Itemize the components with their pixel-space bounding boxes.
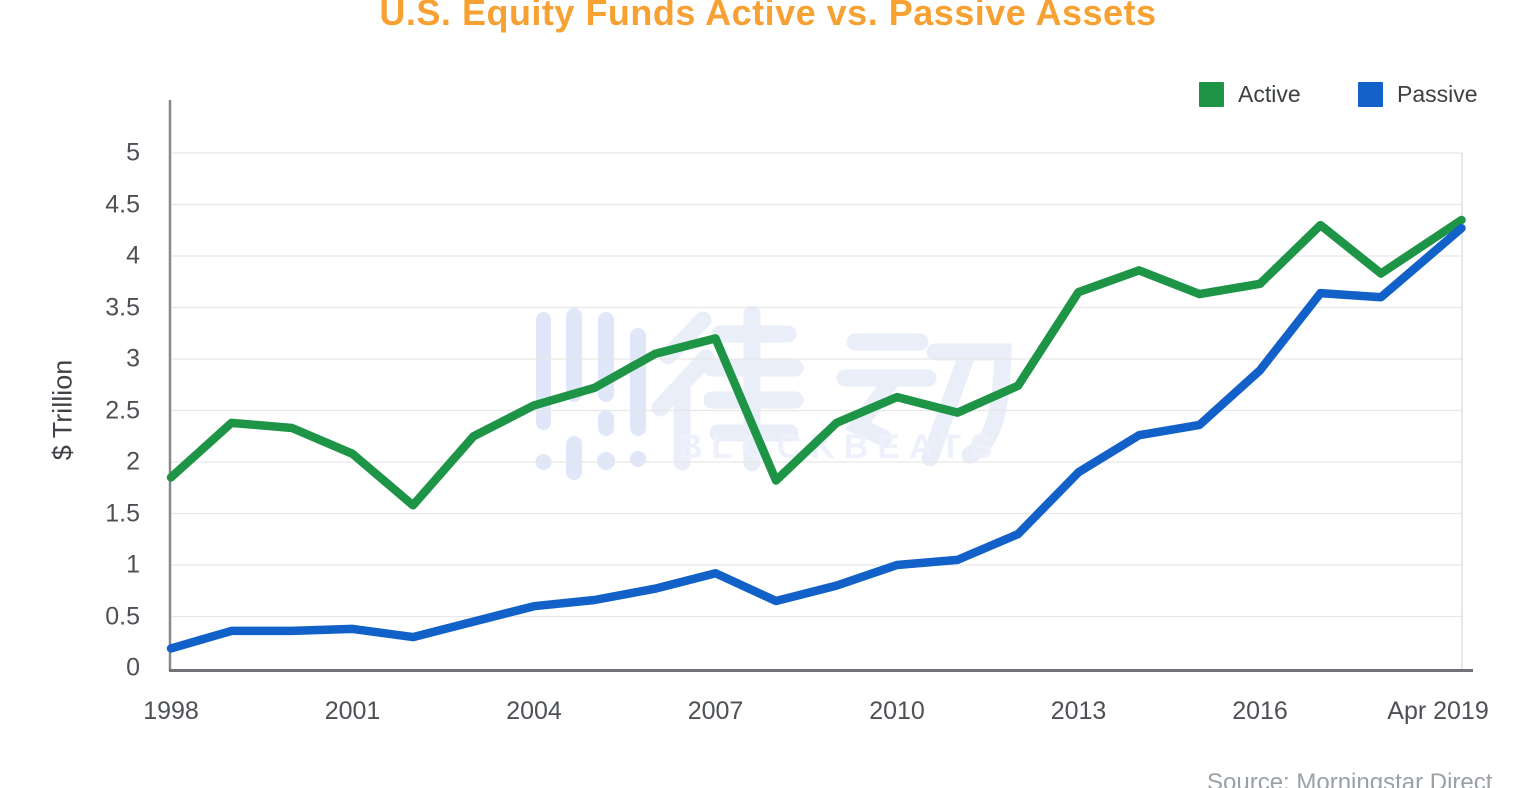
active-series-line — [166, 215, 1466, 510]
legend-item-passive: Passive — [1358, 81, 1478, 108]
legend-label-passive: Passive — [1397, 81, 1478, 107]
source-note: Source: Morningstar Direct — [1207, 769, 1493, 788]
passive-color-swatch — [1358, 82, 1383, 107]
active-color-swatch — [1199, 82, 1224, 107]
legend-item-active: Active — [1199, 81, 1301, 108]
legend-label-active: Active — [1238, 81, 1301, 107]
watermark-blockbeats-text: BLOCKBEATS — [678, 428, 1002, 466]
passive-series-line — [166, 223, 1466, 653]
chart-title: U.S. Equity Funds Active vs. Passive Ass… — [379, 0, 1157, 33]
